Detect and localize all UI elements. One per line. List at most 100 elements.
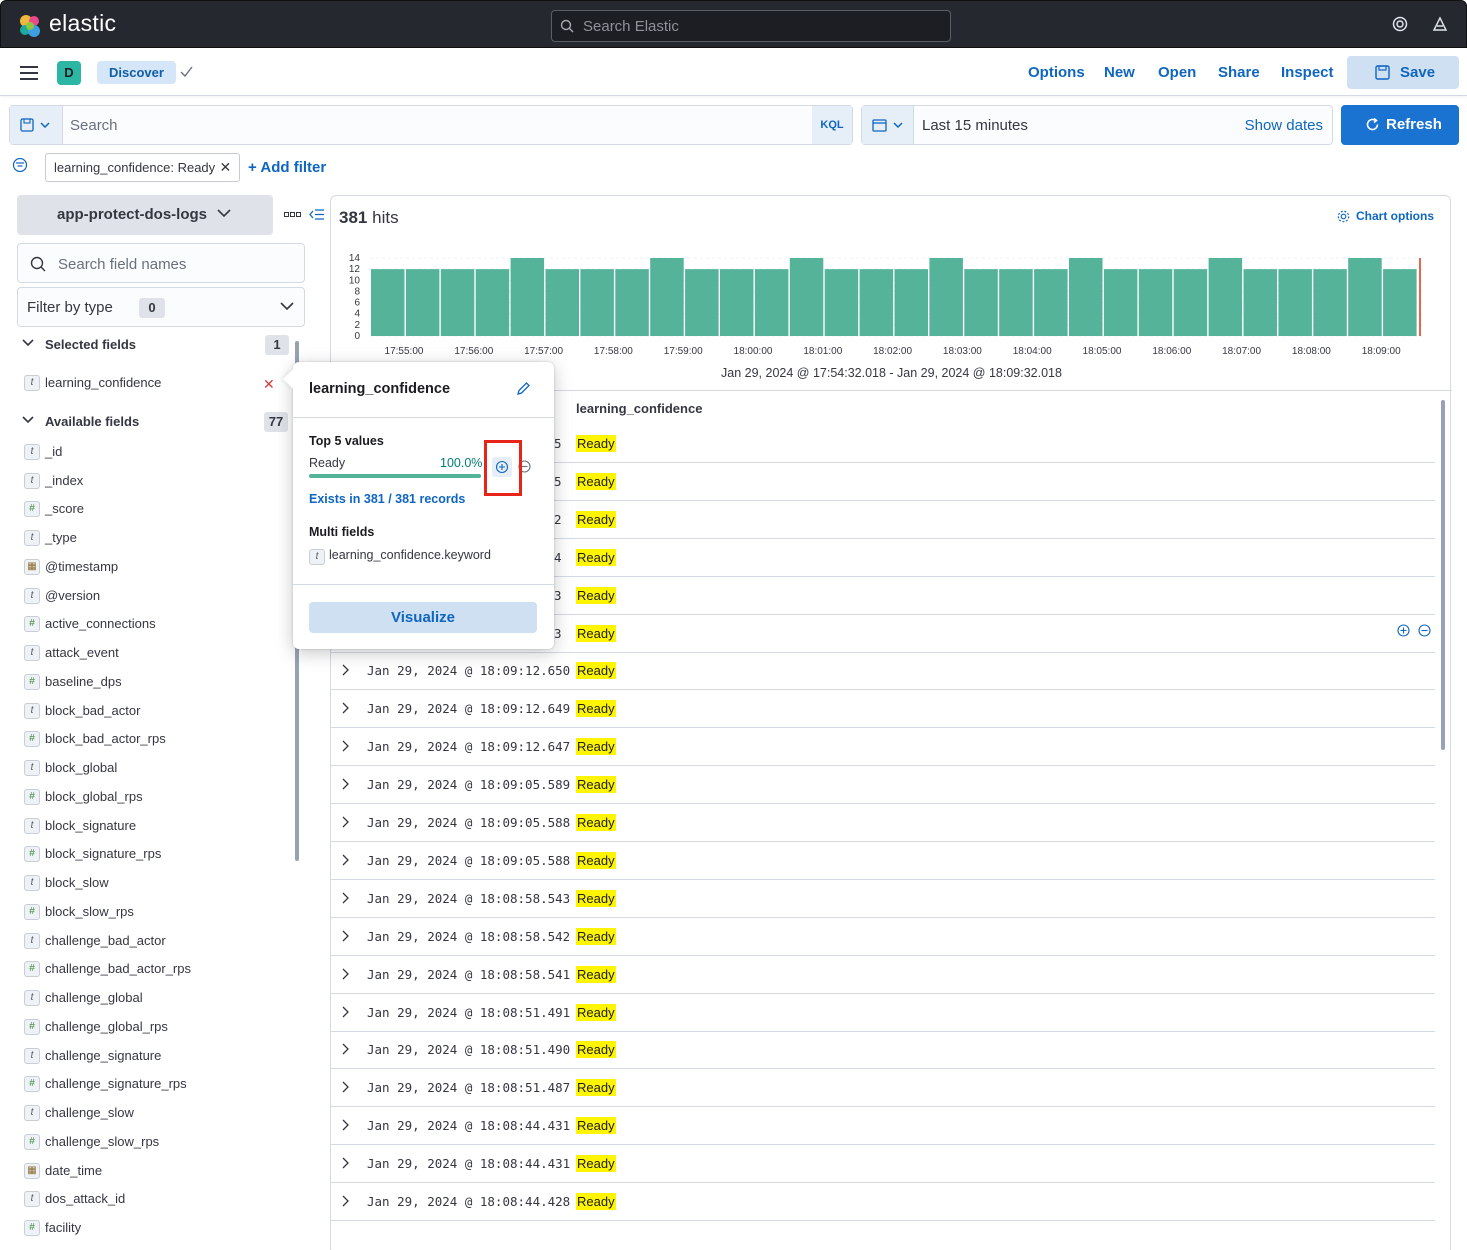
histogram-bar[interactable] [999, 269, 1033, 336]
expand-row-icon[interactable] [341, 1006, 349, 1018]
row-value[interactable]: Ready [576, 1117, 616, 1135]
table-row[interactable]: 5 Ready [331, 463, 1435, 501]
row-value[interactable]: Ready [576, 1155, 616, 1173]
row-value[interactable]: Ready [576, 927, 616, 945]
expand-row-icon[interactable] [341, 968, 349, 980]
histogram-bar[interactable] [685, 269, 719, 336]
table-row[interactable]: Jan 29, 2024 @ 18:08:44.431 Ready [331, 1107, 1435, 1146]
expand-row-icon[interactable] [341, 1157, 349, 1169]
table-row[interactable]: Jan 29, 2024 @ 18:09:12.647 Ready [331, 728, 1435, 767]
column-header-learning-confidence[interactable]: learning_confidence [576, 401, 703, 416]
row-value[interactable]: Ready [576, 435, 616, 452]
query-bar[interactable]: Search KQL [9, 105, 853, 145]
table-row[interactable]: Jan 29, 2024 @ 18:09:05.589 Ready [331, 766, 1435, 805]
histogram-bar[interactable] [859, 269, 894, 336]
histogram-bar[interactable] [1103, 269, 1138, 336]
histogram-bar[interactable] [650, 258, 684, 336]
query-language-button[interactable]: KQL [812, 106, 852, 144]
remove-field-icon[interactable]: ✕ [263, 376, 275, 392]
expand-row-icon[interactable] [341, 740, 349, 752]
table-row[interactable]: 4 Ready [331, 539, 1435, 577]
table-row[interactable]: Jan 29, 2024 @ 18:08:58.541 Ready [331, 956, 1435, 994]
table-row[interactable]: 3 Ready [331, 615, 1435, 653]
field-search-input[interactable]: Search field names [17, 243, 305, 283]
filter-by-type-button[interactable]: Filter by type 0 [17, 287, 305, 327]
row-value[interactable]: Ready [576, 586, 616, 604]
table-row[interactable]: 2 Ready [331, 501, 1435, 539]
histogram-bar[interactable] [789, 258, 824, 336]
filter-out-value-icon[interactable] [1418, 624, 1431, 637]
histogram-bar[interactable] [615, 269, 649, 336]
histogram-bar[interactable] [1208, 258, 1243, 336]
news-feed-icon[interactable] [1432, 16, 1448, 32]
histogram-bar[interactable] [440, 269, 475, 336]
expand-row-icon[interactable] [341, 854, 349, 866]
row-value[interactable]: Ready [576, 472, 616, 490]
row-value[interactable]: Ready [576, 510, 616, 528]
histogram-bar[interactable] [1138, 269, 1173, 336]
expand-row-icon[interactable] [341, 930, 349, 942]
new-link[interactable]: New [1104, 64, 1135, 81]
histogram-bar[interactable] [475, 269, 510, 336]
table-scrollbar[interactable] [1441, 400, 1445, 750]
table-row[interactable]: 5 Ready [331, 425, 1435, 463]
histogram-bar[interactable] [1173, 269, 1208, 336]
collapse-sidebar-icon[interactable] [309, 208, 324, 221]
inspect-link[interactable]: Inspect [1281, 64, 1334, 81]
brand-name[interactable]: elastic [49, 10, 117, 36]
table-row[interactable]: Jan 29, 2024 @ 18:09:05.588 Ready [331, 842, 1435, 880]
saved-query-button[interactable] [10, 106, 63, 144]
exists-in-records-link[interactable]: Exists in 381 / 381 records [309, 492, 466, 506]
expand-row-icon[interactable] [341, 1081, 349, 1093]
histogram-bar[interactable] [1243, 269, 1278, 336]
show-dates-link[interactable]: Show dates [1244, 117, 1323, 134]
expand-row-icon[interactable] [341, 702, 349, 714]
histogram-bar[interactable] [371, 269, 405, 336]
table-row[interactable]: Jan 29, 2024 @ 18:09:12.649 Ready [331, 690, 1435, 729]
filter-for-value-button[interactable] [492, 457, 512, 477]
histogram-bar[interactable] [545, 269, 580, 336]
histogram-bar[interactable] [894, 269, 929, 336]
filter-pill[interactable]: learning_confidence: Ready ✕ [45, 153, 241, 182]
histogram-bar[interactable] [754, 269, 789, 336]
quick-select-button[interactable] [862, 106, 914, 144]
query-input[interactable]: Search [70, 117, 118, 134]
time-picker[interactable]: Last 15 minutes Show dates [861, 105, 1333, 145]
histogram-bar[interactable] [1313, 269, 1347, 336]
filter-menu-icon[interactable] [12, 158, 30, 172]
histogram-bar[interactable] [1348, 258, 1382, 336]
filter-for-value-icon[interactable] [1397, 624, 1410, 637]
histogram-bar[interactable] [1383, 269, 1417, 336]
table-row[interactable]: Jan 29, 2024 @ 18:08:44.428 Ready [331, 1183, 1435, 1221]
share-link[interactable]: Share [1218, 64, 1260, 81]
help-icon[interactable] [1392, 16, 1408, 32]
row-value[interactable]: Ready [576, 624, 616, 642]
save-button[interactable]: Save [1347, 56, 1459, 89]
expand-row-icon[interactable] [341, 816, 349, 828]
histogram-bar[interactable] [1278, 269, 1312, 336]
row-value[interactable]: Ready [576, 965, 616, 983]
table-row[interactable]: 3 Ready [331, 577, 1435, 615]
histogram-bar[interactable] [824, 269, 859, 336]
row-value[interactable]: Ready [576, 662, 616, 680]
histogram-bar[interactable] [580, 269, 614, 336]
index-pattern-selector[interactable]: app-protect-dos-logs [17, 195, 273, 235]
remove-filter-icon[interactable]: ✕ [219, 159, 232, 175]
options-link[interactable]: Options [1028, 64, 1085, 81]
histogram-bar[interactable] [405, 269, 440, 336]
row-value[interactable]: Ready [576, 738, 616, 756]
histogram-bar[interactable] [510, 258, 545, 336]
row-value[interactable]: Ready [576, 700, 616, 718]
expand-row-icon[interactable] [341, 892, 349, 904]
row-value[interactable]: Ready [576, 814, 616, 831]
histogram-bar[interactable] [1034, 269, 1068, 336]
table-row[interactable]: Jan 29, 2024 @ 18:08:58.543 Ready [331, 880, 1435, 918]
table-row[interactable]: Jan 29, 2024 @ 18:08:58.542 Ready [331, 918, 1435, 956]
table-row[interactable]: Jan 29, 2024 @ 18:08:51.491 Ready [331, 994, 1435, 1032]
expand-row-icon[interactable] [341, 1043, 349, 1055]
histogram-bar[interactable] [1069, 258, 1103, 336]
histogram-bar[interactable] [929, 258, 963, 336]
table-row[interactable]: Jan 29, 2024 @ 18:08:51.490 Ready [331, 1031, 1435, 1070]
table-row[interactable]: Jan 29, 2024 @ 18:08:51.487 Ready [331, 1069, 1435, 1108]
